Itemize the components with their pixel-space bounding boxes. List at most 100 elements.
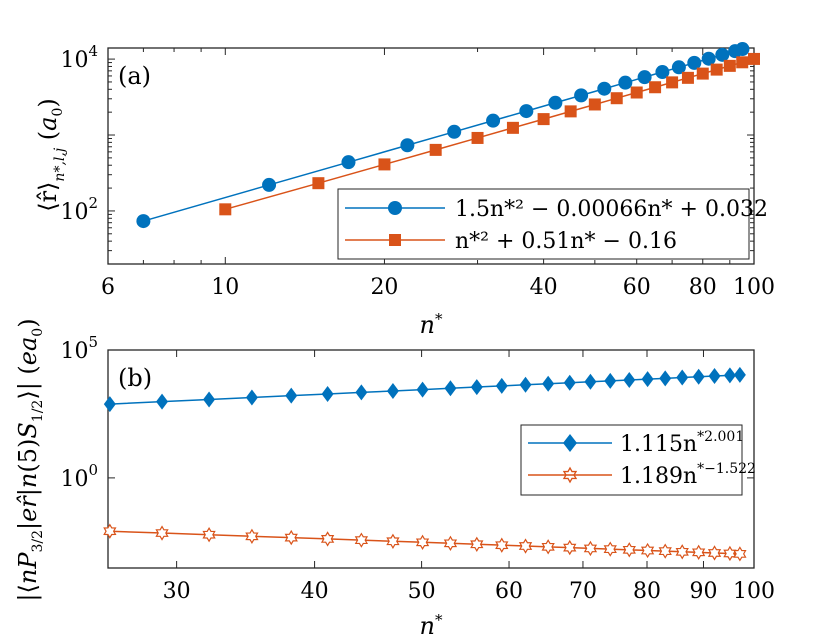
y-tick-label: 105 <box>60 333 98 364</box>
data-point <box>735 42 750 57</box>
data-point <box>692 368 705 385</box>
panel-label-a: (a) <box>118 62 151 90</box>
x-tick-label: 6 <box>101 275 115 300</box>
data-point <box>584 373 597 390</box>
data-point <box>386 533 400 549</box>
data-point <box>103 523 117 539</box>
legend-item-a-0: 1.5n*² − 0.00066n* + 0.032 <box>345 197 768 222</box>
series-b-0 <box>103 366 746 413</box>
legend-marker-hexagram <box>562 466 578 484</box>
data-point <box>723 367 736 384</box>
x-tick-label: 80 <box>633 579 661 604</box>
legend-label: 1.115n*2.001 <box>620 429 744 457</box>
legend-label: 1.5n*² − 0.00066n* + 0.032 <box>455 197 768 222</box>
data-point <box>262 177 277 192</box>
data-point <box>541 539 555 555</box>
x-tick-label: 40 <box>530 275 558 300</box>
data-point <box>618 75 633 90</box>
data-point <box>637 70 652 85</box>
y-tick-label: 100 <box>60 461 98 492</box>
data-point <box>583 540 598 557</box>
data-point <box>622 542 636 558</box>
series-a-0 <box>136 42 750 229</box>
y-ticks-a: 102 104 <box>60 42 754 265</box>
y-axis-label-a: ⟨r̂⟩n*,l,j (a0) <box>34 98 68 212</box>
data-point <box>354 532 369 548</box>
data-point <box>202 527 216 543</box>
data-point <box>416 381 429 398</box>
legend-box-b <box>520 424 743 496</box>
data-point <box>321 385 334 402</box>
legend-marker-diamond <box>563 434 577 452</box>
data-point <box>687 55 702 70</box>
data-point <box>640 542 655 559</box>
legend-b: 1.115n*2.001 1.189n*−1.522 <box>520 424 756 496</box>
data-point <box>519 104 534 119</box>
data-point <box>649 81 662 94</box>
panel-a: 6 10 20 40 60 80 100 102 104 (a) n* ⟨r̂⟩n*,l,j … <box>34 42 775 339</box>
data-point <box>386 382 399 399</box>
data-point <box>564 105 577 118</box>
y-tick-label: 102 <box>60 194 98 225</box>
data-point <box>495 537 509 553</box>
data-point <box>537 113 550 126</box>
x-tick-label: 20 <box>370 275 398 300</box>
data-point <box>604 372 617 389</box>
data-point <box>691 544 706 561</box>
data-point <box>707 545 722 561</box>
legend-label: 1.189n*−1.522 <box>620 461 756 489</box>
x-tick-label: 70 <box>569 579 597 604</box>
plot-area-b <box>107 349 755 569</box>
series-a <box>136 42 760 229</box>
data-point <box>470 536 484 552</box>
legend-item-a-1: n*² + 0.51n* − 0.16 <box>345 229 677 254</box>
data-point <box>696 67 709 80</box>
data-point <box>630 86 643 99</box>
data-point <box>506 121 519 134</box>
data-point <box>563 374 576 391</box>
data-point <box>415 534 430 550</box>
data-point <box>574 88 589 103</box>
data-point <box>486 113 501 128</box>
series-b-1 <box>103 523 747 562</box>
data-point <box>341 155 356 170</box>
data-point <box>681 71 694 84</box>
data-point <box>155 525 169 541</box>
data-point <box>623 371 636 388</box>
data-point <box>312 177 325 190</box>
x-tick-label: 30 <box>163 579 191 604</box>
data-point <box>203 391 216 408</box>
legend-label: n*² + 0.51n* − 0.16 <box>455 229 677 254</box>
plot-area-a <box>107 47 755 265</box>
x-tick-label: 60 <box>495 579 523 604</box>
data-point <box>245 389 258 406</box>
data-point <box>659 370 672 387</box>
data-point <box>675 544 689 560</box>
data-point <box>219 203 232 216</box>
y-axis-label-b: |⟨nP3/2|er̂|n(5)S1/2⟩| (ea0) <box>14 318 46 601</box>
data-point <box>103 396 116 413</box>
series-a-1 <box>219 52 760 216</box>
data-point <box>429 143 442 156</box>
legend-a: 1.5n*² − 0.00066n* + 0.032 n*² + 0.51n* … <box>337 188 768 260</box>
series-b <box>103 366 747 562</box>
legend-item-b-0: 1.115n*2.001 <box>528 429 744 457</box>
x-tick-label: 40 <box>301 579 329 604</box>
data-point <box>400 138 415 153</box>
data-point <box>355 384 368 401</box>
y-ticks-b: 100 105 <box>60 333 754 492</box>
data-point <box>156 393 169 410</box>
data-point <box>471 131 484 144</box>
legend-item-b-1: 1.189n*−1.522 <box>528 461 756 489</box>
data-point <box>641 371 654 388</box>
data-point <box>603 541 617 557</box>
legend-marker-square <box>389 234 401 246</box>
data-point <box>320 531 335 547</box>
x-tick-label: 10 <box>211 275 239 300</box>
x-tick-label: 60 <box>623 275 651 300</box>
panel-label-b: (b) <box>118 364 152 392</box>
x-tick-label: 80 <box>689 275 717 300</box>
legend-box-a <box>337 188 750 260</box>
data-point <box>658 543 672 559</box>
